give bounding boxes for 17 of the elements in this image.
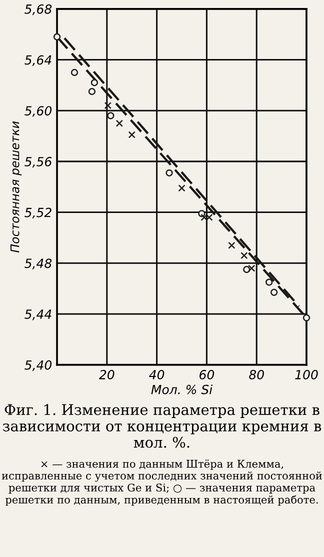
x-tick-label: 20: [99, 370, 114, 380]
y-tick-label: 5,56: [24, 156, 52, 168]
y-tick-label: 5,44: [24, 310, 52, 320]
y-tick-label: 5,60: [24, 106, 52, 117]
y-tick-label: 5,68: [24, 4, 52, 16]
y-axis-title: Постоянная решетки: [10, 121, 22, 252]
y-tick-label: 5,40: [24, 360, 52, 372]
text: Фиг. 1. Изменение параметра решетки в зависимости от концентрации кремния в мол. %.: [2, 404, 322, 448]
x-tick-label: 100: [295, 370, 318, 380]
text: × — значения по данным Штёра и Клемма, исправленные с учетом последних значений постоянной решетки для чистых Ge и Si; ○ — значения параметра решетки по данным, приведенным в настоящей работе.: [2, 460, 322, 506]
x-tick-label: 60: [200, 370, 214, 380]
x-tick-label: 40: [149, 370, 164, 380]
y-tick-label: 5,48: [24, 258, 52, 270]
y-tick-label: 5,52: [24, 208, 52, 218]
y-tick-label: 5,64: [24, 55, 52, 66]
x-tick-label: 80: [249, 370, 264, 380]
x-axis-title: Мол. % Si: [151, 384, 213, 394]
